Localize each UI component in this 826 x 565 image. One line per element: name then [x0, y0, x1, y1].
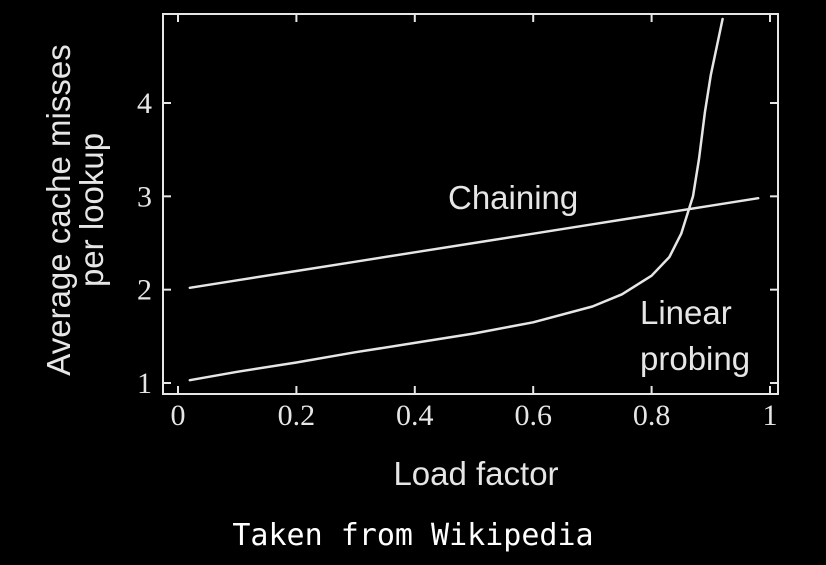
annotation-probing: probing: [640, 340, 750, 377]
x-tick-label: 0: [171, 399, 186, 432]
y-tick-label: 1: [137, 367, 152, 400]
x-tick-label: 0.8: [633, 399, 671, 432]
plot-border: [162, 13, 779, 395]
series-layer: [188, 17, 760, 382]
y-tick-label: 4: [137, 87, 152, 120]
y-axis-title-line-2: per lookup: [73, 133, 110, 287]
caption: Taken from Wikipedia: [232, 518, 594, 553]
x-tick-label: 0.6: [514, 399, 552, 432]
annotation-linear: Linear: [640, 294, 732, 331]
y-axis-title-line-1: Average cache misses: [40, 44, 77, 375]
tick-labels: 0 0.2 0.4 0.6 0.8 1 1 2 3 4: [137, 87, 778, 432]
y-axis-title: Average cache misses per lookup: [40, 44, 110, 375]
x-tick-label: 0.4: [396, 399, 434, 432]
x-tick-label: 0.2: [278, 399, 316, 432]
x-axis-title: Load factor: [393, 455, 558, 492]
y-tick-label: 3: [137, 180, 152, 213]
x-tick-label: 1: [763, 399, 778, 432]
plot-frame: [162, 13, 779, 395]
annotation-chaining: Chaining: [448, 179, 578, 216]
series-line-chaining: [188, 196, 760, 290]
line-chart: 0 0.2 0.4 0.6 0.8 1 1 2 3 4 Chaining Linear probi…: [40, 13, 779, 492]
y-tick-label: 2: [137, 274, 152, 307]
series-line-linear-probing: [188, 17, 724, 382]
